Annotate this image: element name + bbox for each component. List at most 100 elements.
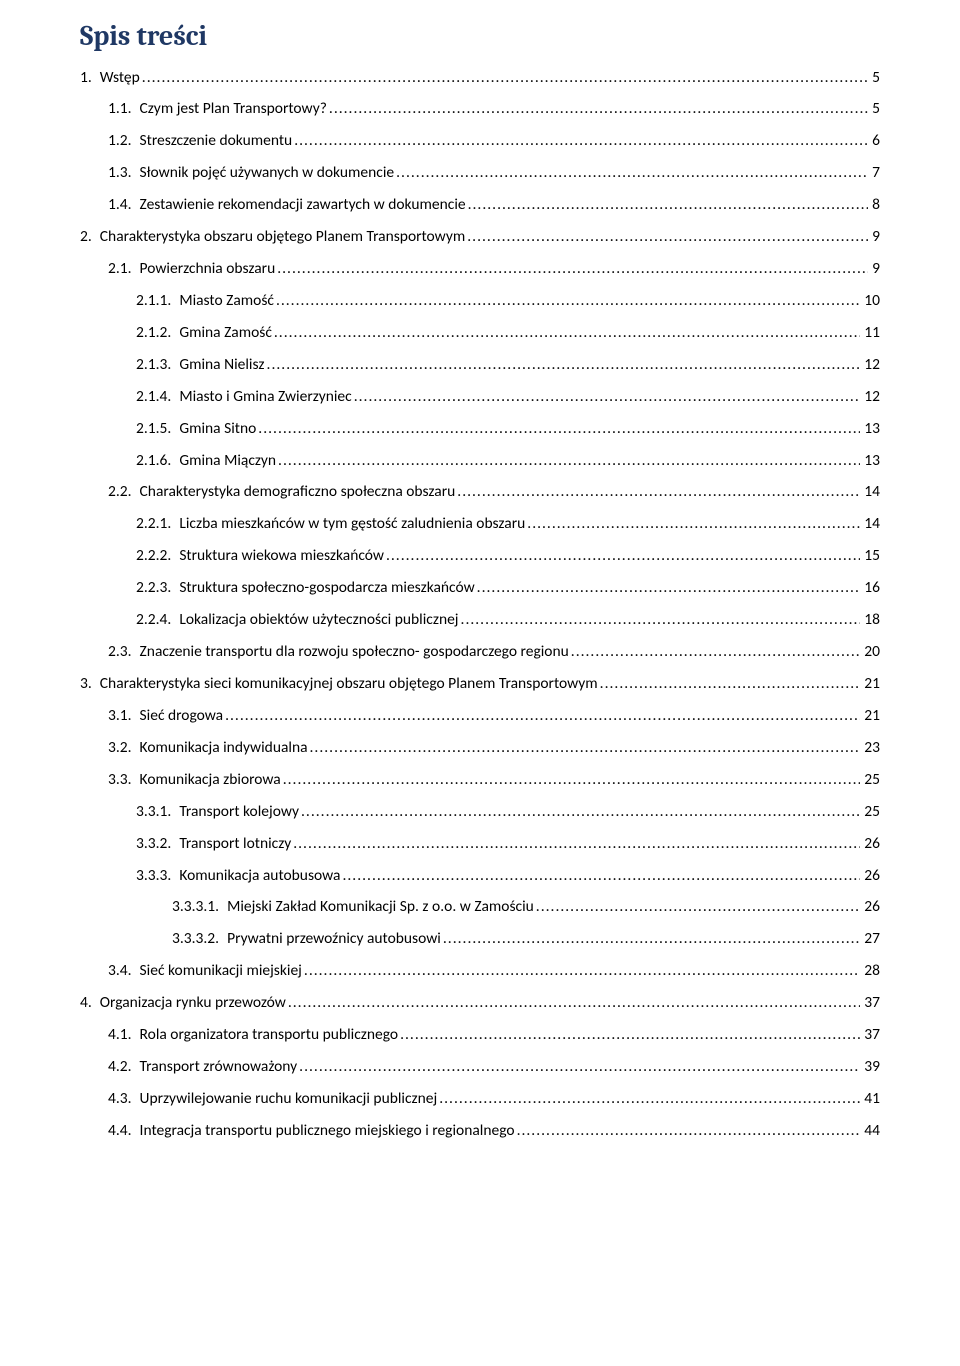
toc-entry-number: 3.2. xyxy=(108,738,140,759)
toc-entry-page: 12 xyxy=(860,387,880,408)
toc-leader-dots xyxy=(265,355,861,376)
toc-leader-dots xyxy=(515,1121,861,1142)
toc-entry[interactable]: 2.3.Znaczenie transportu dla rozwoju spo… xyxy=(80,637,880,669)
toc-leader-dots xyxy=(455,482,860,503)
toc-entry[interactable]: 1.1.Czym jest Plan Transportowy?5 xyxy=(80,94,880,126)
toc-entry[interactable]: 1.2.Streszczenie dokumentu 6 xyxy=(80,126,880,158)
toc-entry-number: 1.2. xyxy=(108,131,140,152)
toc-leader-dots xyxy=(281,770,861,791)
toc-entry[interactable]: 2.1.6.Gmina Miączyn13 xyxy=(80,445,880,477)
toc-entry-label: Powierzchnia obszaru xyxy=(140,259,276,280)
toc-entry-page: 21 xyxy=(860,706,880,727)
toc-leader-dots xyxy=(272,323,860,344)
toc-entry-page: 25 xyxy=(860,770,880,791)
toc-entry-number: 2.1.2. xyxy=(136,323,179,344)
toc-entry[interactable]: 2.2.1.Liczba mieszkańców w tym gęstość z… xyxy=(80,509,880,541)
toc-entry[interactable]: 1.3.Słownik pojęć używanych w dokumencie… xyxy=(80,158,880,190)
toc-entry-label: Komunikacja indywidualna xyxy=(140,738,308,759)
toc-leader-dots xyxy=(525,514,860,535)
toc-entry[interactable]: 1.Wstęp5 xyxy=(80,62,880,94)
toc-entry[interactable]: 1.4.Zestawienie rekomendacji zawartych w… xyxy=(80,190,880,222)
toc-title: Spis treści xyxy=(80,20,880,52)
toc-entry-page: 27 xyxy=(860,929,880,950)
toc-leader-dots xyxy=(308,738,861,759)
toc-leader-dots xyxy=(459,610,861,631)
toc-entry[interactable]: 2.1.3.Gmina Nielisz12 xyxy=(80,349,880,381)
toc-entry[interactable]: 2.1.Powierzchnia obszaru9 xyxy=(80,254,880,286)
toc-entry-page: 26 xyxy=(860,866,880,887)
toc-leader-dots xyxy=(340,866,860,887)
toc-entry-label: Komunikacja autobusowa xyxy=(179,866,340,887)
toc-entry-page: 37 xyxy=(860,993,880,1014)
toc-entry-page: 15 xyxy=(860,546,880,567)
toc-entry[interactable]: 4.Organizacja rynku przewozów37 xyxy=(80,988,880,1020)
toc-entry[interactable]: 3.3.Komunikacja zbiorowa25 xyxy=(80,764,880,796)
toc-entry[interactable]: 3.3.2.Transport lotniczy26 xyxy=(80,828,880,860)
toc-leader-dots xyxy=(292,131,868,152)
toc-entry-number: 4.1. xyxy=(108,1025,140,1046)
toc-entry-page: 16 xyxy=(860,578,880,599)
toc-entry-page: 7 xyxy=(868,163,880,184)
toc-leader-dots xyxy=(394,163,868,184)
toc-entry-page: 9 xyxy=(868,227,880,248)
toc-entry[interactable]: 2.2.2.Struktura wiekowa mieszkańców15 xyxy=(80,541,880,573)
toc-entry[interactable]: 3.4.Sieć komunikacji miejskiej28 xyxy=(80,956,880,988)
toc-leader-dots xyxy=(302,961,860,982)
toc-entry[interactable]: 4.4.Integracja transportu publicznego mi… xyxy=(80,1115,880,1147)
toc-leader-dots xyxy=(598,674,861,695)
toc-entry[interactable]: 3.1.Sieć drogowa21 xyxy=(80,700,880,732)
toc-entry-label: Lokalizacja obiektów użyteczności public… xyxy=(179,610,458,631)
toc-entry-label: Prywatni przewoźnicy autobusowi xyxy=(227,929,441,950)
toc-entry[interactable]: 4.2.Transport zrównoważony39 xyxy=(80,1052,880,1084)
toc-entry-label: Miasto i Gmina Zwierzyniec xyxy=(179,387,351,408)
toc-entry-label: Streszczenie dokumentu xyxy=(140,131,293,152)
toc-entry-page: 28 xyxy=(860,961,880,982)
toc-entry[interactable]: 3.3.3.2.Prywatni przewoźnicy autobusowi 2… xyxy=(80,924,880,956)
toc-leader-dots xyxy=(297,1057,860,1078)
toc-entry[interactable]: 2.1.4.Miasto i Gmina Zwierzyniec 12 xyxy=(80,381,880,413)
toc-entry-page: 5 xyxy=(868,99,880,120)
toc-entry-number: 1.4. xyxy=(108,195,140,216)
toc-entry-number: 3.3.2. xyxy=(136,834,179,855)
toc-entry-label: Organizacja rynku przewozów xyxy=(100,993,286,1014)
toc-leader-dots xyxy=(534,897,860,918)
toc-entry-number: 4.4. xyxy=(108,1121,140,1142)
toc-leader-dots xyxy=(291,834,860,855)
toc-entry-page: 23 xyxy=(860,738,880,759)
toc-entry-label: Transport lotniczy xyxy=(179,834,291,855)
toc-entry[interactable]: 3.Charakterystyka sieci komunikacyjnej o… xyxy=(80,669,880,701)
toc-entry-number: 2. xyxy=(80,227,100,248)
toc-entry-number: 3.4. xyxy=(108,961,140,982)
toc-entry-page: 18 xyxy=(860,610,880,631)
toc-entry[interactable]: 2.1.2.Gmina Zamość11 xyxy=(80,317,880,349)
toc-entry-label: Słownik pojęć używanych w dokumencie xyxy=(140,163,395,184)
toc-entry[interactable]: 2.Charakterystyka obszaru objętego Plane… xyxy=(80,222,880,254)
toc-entry-label: Znaczenie transportu dla rozwoju społecz… xyxy=(140,642,569,663)
toc-entry-page: 12 xyxy=(860,355,880,376)
toc-leader-dots xyxy=(276,451,860,472)
toc-entry[interactable]: 3.3.3.Komunikacja autobusowa26 xyxy=(80,860,880,892)
toc-entry-label: Uprzywilejowanie ruchu komunikacji publi… xyxy=(140,1089,438,1110)
toc-entry-label: Charakterystyka demograficzno społeczna … xyxy=(140,482,456,503)
toc-entry-number: 2.1.4. xyxy=(136,387,179,408)
toc-entry-number: 3.3.3.2. xyxy=(172,929,227,950)
toc-entry[interactable]: 3.2.Komunikacja indywidualna 23 xyxy=(80,732,880,764)
toc-entry-page: 6 xyxy=(868,131,880,152)
toc-entry[interactable]: 4.1.Rola organizatora transportu publicz… xyxy=(80,1020,880,1052)
toc-entry[interactable]: 2.2.Charakterystyka demograficzno społec… xyxy=(80,477,880,509)
toc-entry[interactable]: 4.3.Uprzywilejowanie ruchu komunikacji p… xyxy=(80,1084,880,1116)
toc-entry[interactable]: 2.2.4.Lokalizacja obiektów użyteczności … xyxy=(80,605,880,637)
toc-entry-page: 41 xyxy=(860,1089,880,1110)
toc-entry-label: Gmina Zamość xyxy=(179,323,272,344)
toc-entry-label: Integracja transportu publicznego miejsk… xyxy=(140,1121,515,1142)
toc-entry[interactable]: 2.1.5.Gmina Sitno13 xyxy=(80,413,880,445)
toc-entry[interactable]: 3.3.3.1.Miejski Zakład Komunikacji Sp. z… xyxy=(80,892,880,924)
toc-entry-label: Charakterystyka sieci komunikacyjnej obs… xyxy=(100,674,598,695)
toc-entry[interactable]: 2.1.1.Miasto Zamość10 xyxy=(80,285,880,317)
toc-entry-number: 1. xyxy=(80,68,100,89)
toc-entry[interactable]: 3.3.1.Transport kolejowy25 xyxy=(80,796,880,828)
toc-entry-label: Charakterystyka obszaru objętego Planem … xyxy=(100,227,465,248)
toc-list: 1.Wstęp51.1.Czym jest Plan Transportowy?… xyxy=(80,62,880,1147)
toc-entry-label: Miasto Zamość xyxy=(179,291,274,312)
toc-entry[interactable]: 2.2.3.Struktura społeczno-gospodarcza mi… xyxy=(80,573,880,605)
